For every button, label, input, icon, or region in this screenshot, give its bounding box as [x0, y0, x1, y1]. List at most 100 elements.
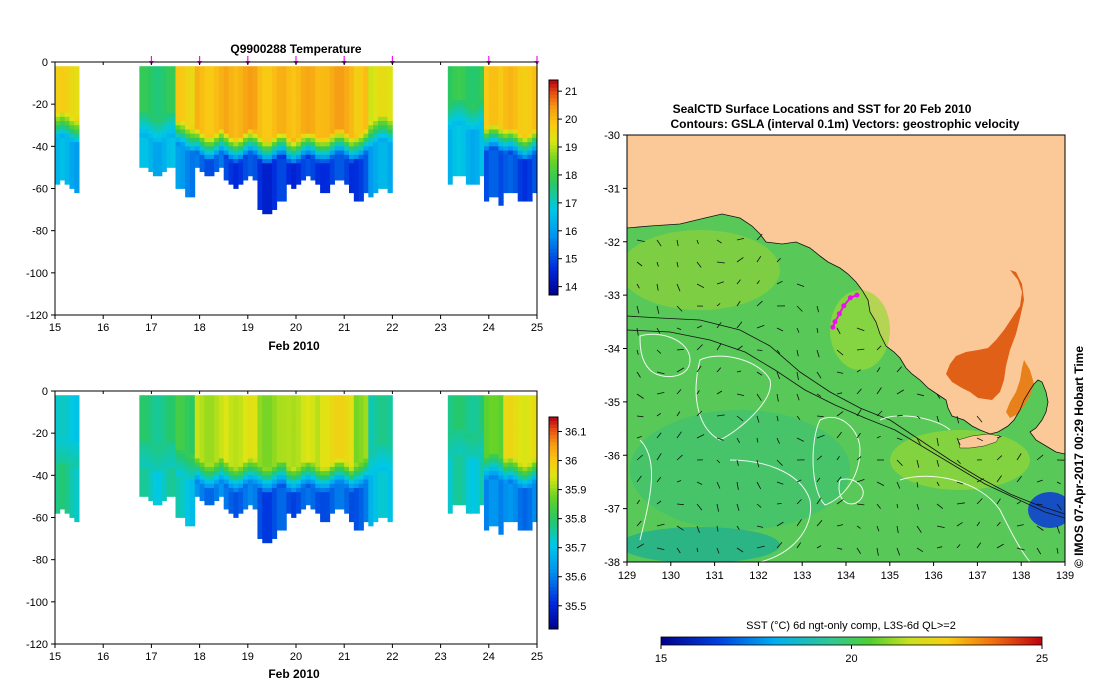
profile-cell	[532, 95, 537, 101]
profile-cell	[387, 104, 393, 109]
profile-cell	[228, 112, 234, 118]
velocity-vector	[676, 503, 684, 506]
velocity-vector	[916, 525, 922, 533]
profile-cell	[281, 154, 287, 160]
profile-cell	[456, 108, 462, 113]
profile-cell	[324, 150, 331, 156]
profile-cell	[300, 83, 307, 88]
profile-cell	[161, 450, 167, 455]
velocity-vector	[1036, 547, 1042, 555]
profile-cell	[508, 487, 514, 493]
profile-cell	[185, 437, 191, 442]
profile-cell	[512, 163, 519, 168]
profile-cell	[334, 454, 340, 459]
profile-cell	[329, 87, 335, 92]
profile-cell	[324, 483, 331, 489]
profile-cell	[262, 196, 268, 202]
colorbar-segment	[549, 424, 558, 429]
profile-cell	[74, 74, 80, 80]
profile-cell	[334, 412, 340, 417]
profile-cell	[223, 158, 229, 164]
profile-cell	[527, 154, 533, 160]
profile-cell	[180, 399, 186, 405]
profile-cell	[139, 416, 145, 421]
colorbar-segment	[549, 255, 558, 260]
profile-cell	[334, 158, 340, 164]
profile-cell	[175, 158, 181, 164]
profile-cell	[55, 125, 61, 130]
profile-cell	[447, 395, 453, 400]
profile-cell	[139, 154, 145, 160]
colorbar-segment	[549, 144, 558, 149]
profile-cell	[252, 137, 258, 143]
profile-cell	[353, 137, 360, 143]
profile-cell	[339, 454, 345, 459]
profile-cell	[387, 492, 393, 497]
profile-cell	[199, 74, 205, 80]
profile-cell	[461, 433, 467, 438]
profile-cell	[157, 91, 163, 97]
colorbar-segment	[549, 140, 558, 145]
profile-cell	[320, 428, 326, 434]
profile-cell	[532, 492, 537, 497]
profile-cell	[271, 112, 278, 118]
profile-cell	[271, 129, 278, 135]
profile-cell	[470, 509, 476, 514]
profile-cell	[157, 171, 163, 177]
profile-cell	[262, 91, 268, 97]
profile-cell	[214, 479, 220, 485]
profile-cell	[175, 112, 181, 118]
colorbar-segment	[549, 572, 558, 577]
profile-cell	[329, 129, 335, 135]
profile-cell	[161, 466, 167, 472]
profile-cell	[228, 129, 234, 135]
profile-cell	[483, 146, 490, 151]
profile-cell	[368, 399, 374, 405]
profile-cell	[286, 70, 292, 76]
profile-cell	[189, 180, 196, 185]
profile-cell	[498, 70, 504, 76]
velocity-vector	[956, 415, 959, 424]
profile-cell	[339, 74, 345, 80]
colorbar-segment	[549, 234, 558, 239]
profile-cell	[344, 87, 350, 92]
profile-cell	[242, 399, 249, 405]
profile-cell	[522, 196, 528, 202]
profile-cell	[498, 192, 504, 198]
profile-cell	[267, 462, 273, 468]
sst-colorbar-ticks: 15 20 25	[655, 645, 1048, 665]
profile-cell	[300, 133, 307, 139]
profile-cell	[503, 146, 509, 151]
profile-cell	[189, 433, 196, 438]
profile-cell	[368, 454, 374, 459]
profile-cell	[257, 66, 263, 71]
profile-cell	[209, 412, 215, 417]
profile-cell	[296, 95, 302, 101]
profile-cell	[493, 424, 499, 430]
profile-cell	[310, 99, 316, 105]
profile-cell	[532, 150, 537, 156]
profile-cell	[143, 125, 149, 130]
profile-cell	[368, 150, 374, 156]
profile-cell	[161, 108, 167, 113]
profile-cell	[324, 458, 331, 464]
profile-cell	[498, 513, 504, 518]
profile-cell	[262, 513, 268, 518]
profile-cell	[238, 412, 244, 417]
profile-cell	[161, 407, 167, 413]
profile-cell	[257, 475, 263, 480]
profile-cell	[166, 450, 172, 455]
profile-cell	[503, 133, 509, 139]
profile-cell	[452, 437, 458, 442]
profile-cell	[368, 175, 374, 181]
profile-cell	[143, 163, 149, 168]
profile-cell	[315, 403, 321, 409]
profile-cell	[508, 433, 514, 438]
profile-cell	[180, 70, 186, 76]
profile-cell	[456, 450, 462, 455]
profile-cell	[527, 521, 533, 527]
velocity-vector	[736, 525, 740, 530]
velocity-vector	[636, 436, 642, 439]
profile-cell	[300, 146, 307, 151]
profile-cell	[503, 175, 509, 181]
